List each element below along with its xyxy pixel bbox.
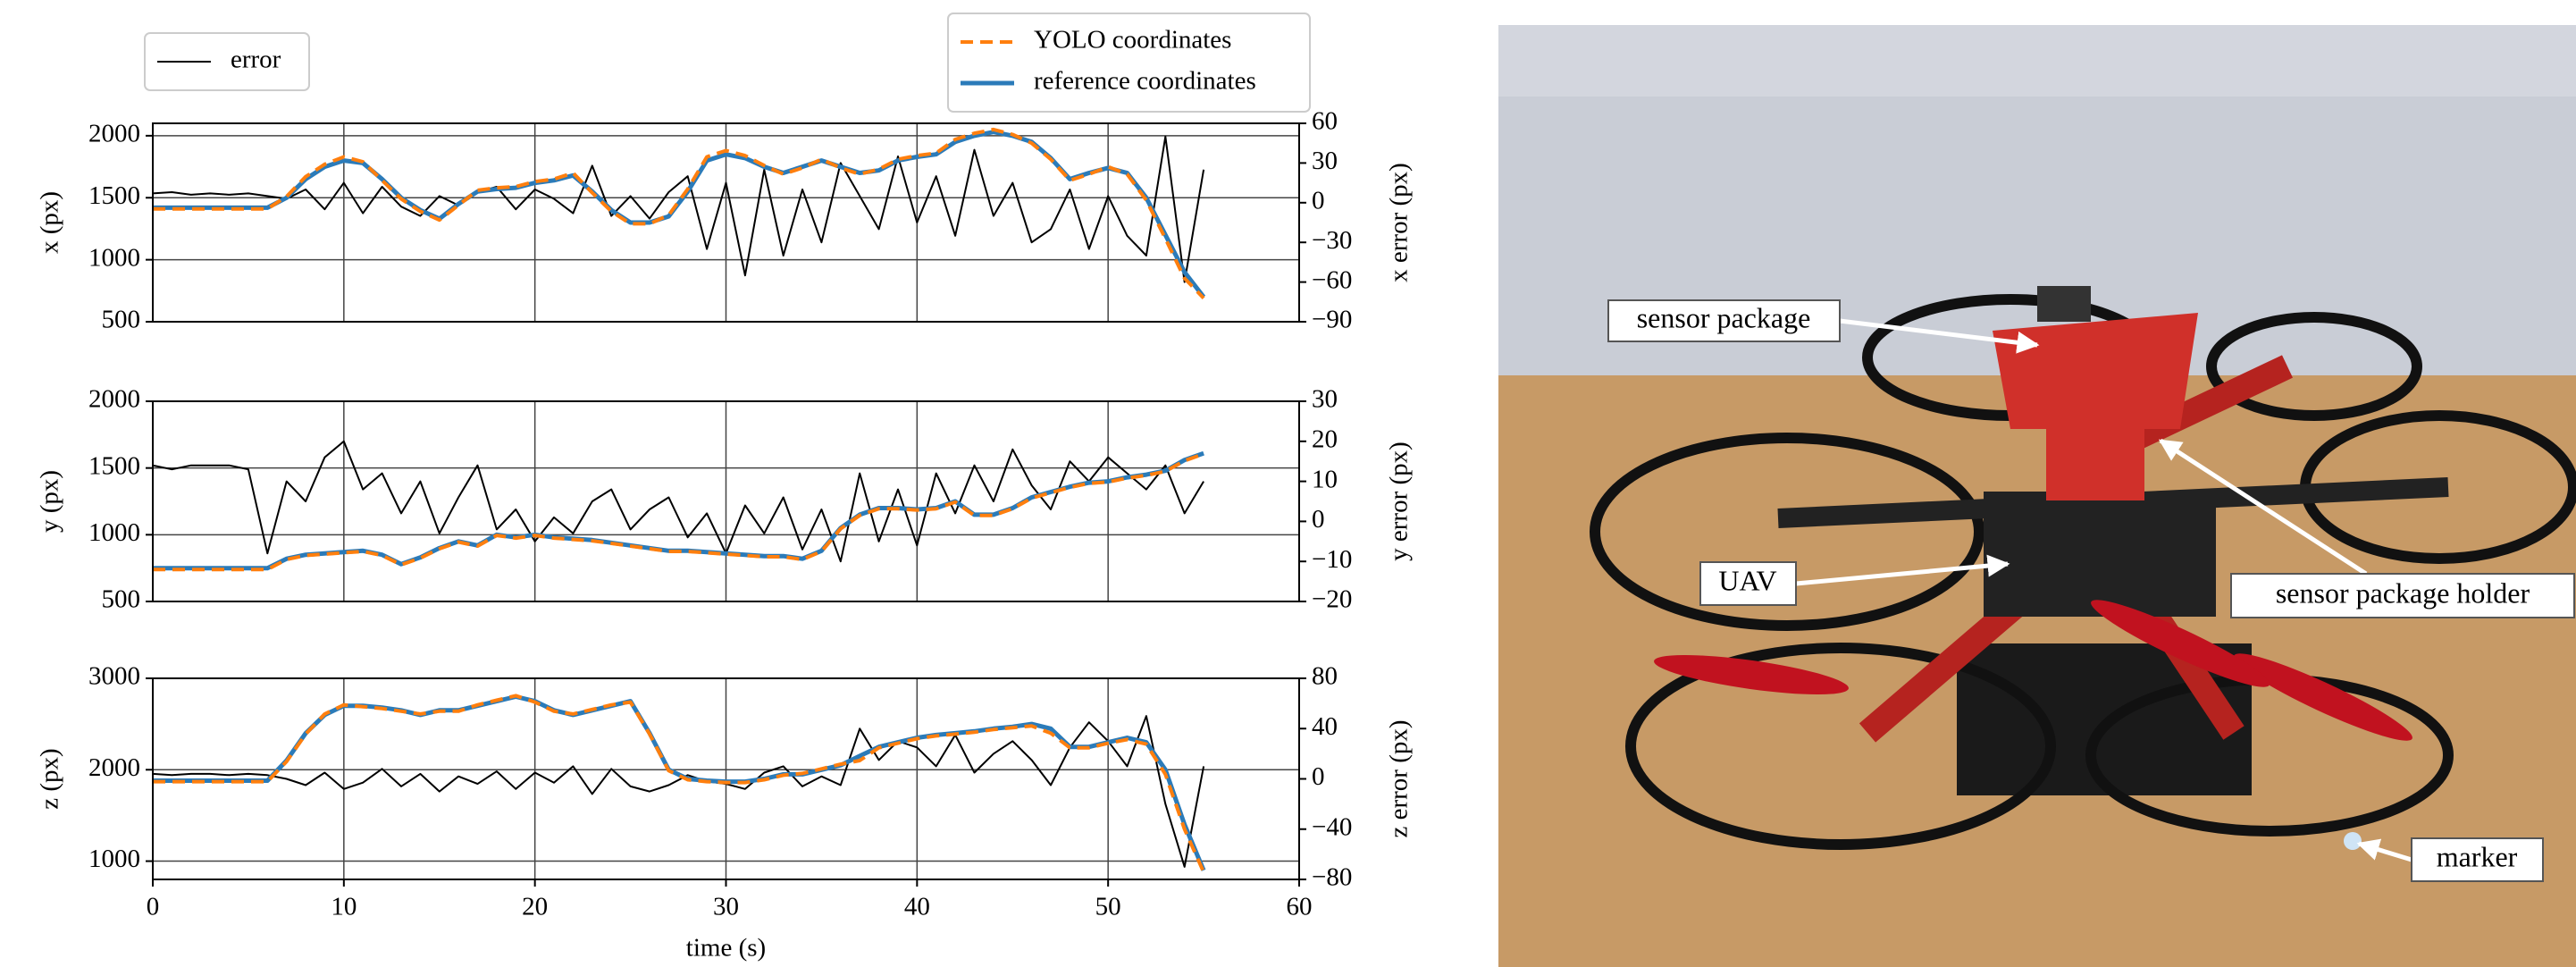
y-tick-label: 1000	[88, 518, 140, 547]
y2-tick-label: 20	[1312, 425, 1338, 453]
y2-tick-label: 0	[1312, 505, 1325, 534]
y2-tick-label: 0	[1312, 186, 1325, 214]
data-line	[153, 441, 1204, 561]
y2-tick-label: 10	[1312, 465, 1338, 493]
x-tick-label: 60	[1287, 893, 1313, 921]
y-axis-label: z (px)	[36, 748, 64, 809]
data-line	[153, 716, 1204, 867]
y-tick-label: 1000	[88, 845, 140, 873]
photo: sensor package UAV sensor package holder…	[1498, 25, 2576, 967]
y2-tick-label: 80	[1312, 662, 1338, 691]
y-tick-label: 2000	[88, 753, 140, 782]
y-tick-label: 1000	[88, 243, 140, 272]
y2-tick-label: −90	[1312, 306, 1352, 334]
frame	[1984, 492, 2216, 617]
y2-tick-label: −80	[1312, 863, 1352, 892]
y-tick-label: 1500	[88, 181, 140, 210]
photo-label: sensor package holder	[2276, 576, 2530, 609]
y-tick-label: 500	[102, 585, 141, 614]
y-tick-label: 2000	[88, 385, 140, 414]
data-line	[153, 695, 1204, 871]
y2-tick-label: −30	[1312, 226, 1352, 255]
data-line	[153, 697, 1204, 870]
y-tick-label: 500	[102, 306, 141, 334]
y-tick-label: 1500	[88, 451, 140, 480]
y2-tick-label: −40	[1312, 812, 1352, 841]
y2-tick-label: 30	[1312, 385, 1338, 414]
wall-light	[1498, 25, 2576, 97]
x-tick-label: 40	[904, 893, 930, 921]
y2-tick-label: −20	[1312, 585, 1352, 614]
y2-tick-label: −10	[1312, 545, 1352, 574]
photo-label: sensor package	[1637, 301, 1811, 333]
x-tick-label: 50	[1095, 893, 1121, 921]
sensor	[2037, 286, 2091, 322]
y-axis-label: x (px)	[36, 191, 64, 254]
legend-label: error	[231, 46, 281, 74]
y2-axis-label: z error (px)	[1385, 719, 1414, 837]
y2-tick-label: 30	[1312, 147, 1338, 175]
photo-label: UAV	[1718, 564, 1776, 596]
legend-label: reference coordinates	[1034, 67, 1256, 96]
figure: 500100015002000−90−60−3003060x (px)x err…	[0, 0, 2576, 967]
y2-tick-label: 0	[1312, 762, 1325, 791]
y2-axis-label: y error (px)	[1385, 441, 1414, 561]
y2-tick-label: 40	[1312, 712, 1338, 741]
x-tick-label: 20	[522, 893, 548, 921]
x-tick-label: 30	[713, 893, 739, 921]
y-tick-label: 3000	[88, 662, 140, 691]
data-line	[153, 130, 1204, 299]
y-tick-label: 2000	[88, 120, 140, 148]
x-tick-label: 10	[331, 893, 357, 921]
marker-dot	[2344, 832, 2362, 850]
y-axis-label: y (px)	[36, 470, 64, 533]
x-axis-label: time (s)	[686, 934, 766, 963]
y2-tick-label: −60	[1312, 265, 1352, 294]
photo-label: marker	[2437, 840, 2518, 872]
y2-axis-label: x error (px)	[1385, 163, 1414, 282]
y2-tick-label: 60	[1312, 107, 1338, 136]
x-tick-label: 0	[147, 893, 160, 921]
legend-label: YOLO coordinates	[1034, 26, 1231, 55]
